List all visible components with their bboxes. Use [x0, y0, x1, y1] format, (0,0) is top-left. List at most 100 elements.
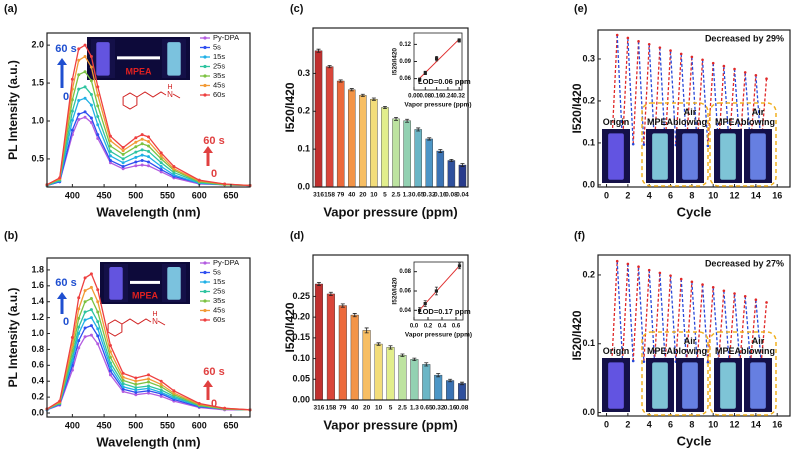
data-point: [70, 77, 74, 81]
data-point: [83, 326, 87, 330]
data-point: [134, 155, 138, 159]
x-tick-label: 0: [604, 419, 609, 429]
inset-bg: [414, 33, 462, 90]
bar: [422, 364, 431, 401]
legend-marker: [203, 64, 207, 69]
y-tick-label: 0.3: [582, 53, 595, 63]
legend-marker: [203, 261, 207, 265]
x-tick-label: 1.3: [403, 192, 412, 199]
x-tick-label: 0.16: [444, 405, 457, 412]
x-tick-label: 0.4: [438, 324, 447, 330]
x-tick-label: 10: [370, 192, 378, 199]
cycle-point: [690, 280, 694, 284]
error-bar: [360, 93, 365, 97]
dashed-group: [641, 331, 709, 416]
data-point: [172, 167, 176, 171]
y-axis-label: I520/I420: [283, 82, 297, 132]
spectrum-line: [46, 286, 251, 411]
error-bar: [352, 313, 357, 318]
error-bar: [316, 281, 321, 287]
data-point: [197, 178, 201, 182]
data-point: [147, 144, 150, 148]
cycle-segment: [712, 287, 720, 363]
data-point: [159, 151, 163, 155]
data-point: [89, 103, 93, 107]
cycle-segment: [627, 263, 634, 361]
photo-band: [117, 56, 160, 60]
x-tick-label: 2.5: [392, 192, 401, 199]
x-tick-label: 450: [97, 420, 112, 430]
data-point: [134, 388, 138, 392]
bar: [386, 347, 395, 401]
photo-label: Origin: [602, 117, 630, 127]
data-point: [83, 70, 87, 74]
x-axis-label: Cycle: [677, 433, 712, 448]
cuvette: [720, 362, 736, 409]
cycle-segment: [701, 59, 709, 146]
data-point: [77, 112, 81, 116]
bar: [326, 293, 335, 401]
x-tick-label: 400: [65, 190, 80, 200]
photo-label: Air blowing: [741, 107, 775, 127]
x-tick-label: 14: [751, 190, 761, 200]
data-point: [77, 117, 81, 121]
data-point: [134, 136, 138, 140]
data-point: [147, 377, 150, 381]
photo-band: [130, 280, 160, 284]
cycle-point: [690, 55, 694, 59]
cycle-segment: [696, 59, 704, 146]
data-point: [96, 288, 100, 292]
data-point: [77, 307, 81, 311]
annotation: 0: [211, 168, 217, 180]
cycle-point: [722, 64, 726, 68]
bar: [381, 107, 389, 188]
data-point: [147, 135, 150, 139]
cycle-point: [642, 143, 646, 146]
y-axis-label: I520/I420: [570, 310, 584, 360]
y-tick-label: 0.25: [292, 291, 310, 301]
data-point: [96, 320, 100, 324]
x-tick-label: 0.24: [442, 94, 454, 100]
panel-label: (e): [574, 3, 588, 15]
inset-point: [418, 78, 422, 82]
bar: [325, 66, 334, 188]
cycle-segment: [680, 279, 688, 363]
cycle-point: [637, 265, 640, 268]
error-bar: [376, 342, 381, 346]
annotation: Decreased by 29%: [705, 33, 784, 43]
legend-label: Py-DPA: [213, 33, 239, 42]
legend-marker: [203, 270, 207, 275]
x-tick-label: 0.08: [456, 405, 469, 412]
cycle-point: [754, 298, 758, 302]
data-point: [89, 79, 93, 83]
cuvette: [720, 133, 736, 180]
y-tick-label: 1.0: [31, 115, 44, 125]
cuvette: [652, 133, 668, 180]
data-point: [108, 350, 112, 354]
legend-label: 45s: [213, 305, 225, 314]
data-point: [159, 154, 163, 158]
plot-frame: [597, 29, 791, 188]
annotation: 60 s: [55, 43, 76, 55]
data-point: [134, 164, 138, 168]
data-point: [96, 93, 100, 97]
panel-label: (d): [290, 230, 304, 242]
y-tick-label: 0.05: [292, 374, 310, 384]
data-point: [134, 160, 138, 164]
spectrum-line: [46, 308, 251, 411]
spectrum-line: [46, 297, 251, 411]
bar: [336, 80, 345, 188]
cycle-point: [631, 359, 635, 363]
x-tick-label: 0.08: [445, 192, 458, 199]
data-point: [108, 373, 112, 377]
error-bar: [371, 97, 376, 101]
cycle-segment: [755, 299, 762, 364]
cycle-point: [711, 61, 715, 65]
cycle-segment: [717, 290, 725, 363]
legend-marker: [203, 36, 207, 40]
data-point: [134, 145, 138, 149]
y-tick-label: 0.2: [582, 269, 595, 279]
cycle-point: [743, 71, 747, 74]
cycle-segment: [696, 284, 704, 363]
plot-frame: [597, 254, 791, 417]
